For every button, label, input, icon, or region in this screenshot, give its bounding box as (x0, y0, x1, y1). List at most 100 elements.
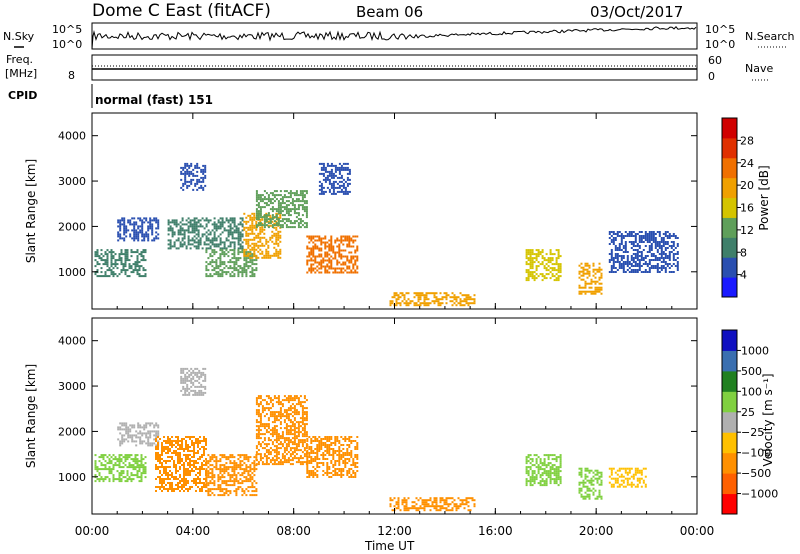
data-cell (112, 466, 115, 469)
data-cell (217, 275, 220, 278)
data-cell (173, 476, 175, 478)
data-cell (451, 292, 454, 295)
data-cell (108, 480, 111, 483)
data-cell (549, 277, 552, 280)
data-cell (142, 470, 145, 473)
data-cell (535, 462, 538, 465)
data-cell (112, 251, 115, 254)
data-cell (350, 440, 353, 442)
data-cell (217, 245, 220, 248)
data-cell (334, 462, 337, 464)
data-cell (590, 292, 593, 295)
data-cell (229, 225, 232, 228)
data-cell (142, 269, 145, 272)
data-cell (279, 415, 282, 418)
data-cell (191, 470, 193, 472)
data-cell (189, 450, 191, 452)
data-cell (177, 237, 180, 240)
data-cell (231, 271, 234, 274)
data-cell (664, 257, 667, 259)
data-cell (173, 466, 175, 468)
data-cell (395, 503, 398, 506)
freq-tick: 8 (68, 69, 75, 82)
data-cell (401, 503, 404, 506)
data-cell (344, 440, 347, 442)
data-cell (334, 436, 337, 438)
data-cell (128, 464, 131, 467)
data-cell (622, 257, 625, 259)
data-cell (100, 267, 103, 270)
data-cell (253, 226, 256, 229)
data-cell (356, 456, 359, 458)
data-cell (173, 219, 176, 222)
data-cell (525, 271, 528, 274)
data-cell (553, 279, 556, 282)
data-cell (293, 226, 296, 229)
data-cell (122, 263, 125, 266)
data-cell (395, 300, 398, 303)
data-cell (471, 499, 474, 502)
data-cell (207, 229, 210, 232)
data-cell (338, 271, 341, 274)
data-cell (346, 166, 349, 169)
data-cell (187, 490, 189, 492)
data-cell (229, 219, 232, 222)
data-cell (157, 227, 160, 230)
data-cell (275, 445, 278, 448)
data-cell (634, 249, 637, 251)
data-cell (320, 444, 323, 446)
data-cell (184, 379, 187, 382)
data-cell (342, 235, 345, 238)
data-cell (199, 488, 201, 490)
data-cell (340, 241, 343, 244)
data-cell (439, 497, 442, 500)
data-cell (614, 233, 617, 235)
data-cell (151, 239, 154, 242)
data-cell (110, 249, 113, 252)
data-cell (195, 438, 197, 440)
data-cell (279, 417, 282, 420)
data-cell (598, 262, 601, 265)
data-cell (171, 490, 173, 492)
data-cell (179, 486, 181, 488)
data-cell (338, 458, 341, 460)
data-cell (330, 247, 333, 250)
data-cell (338, 474, 341, 476)
data-cell (281, 214, 284, 217)
data-cell (293, 204, 296, 207)
data-cell (662, 233, 665, 235)
data-cell (127, 229, 130, 232)
data-cell (332, 188, 335, 191)
data-cell (541, 468, 544, 471)
data-cell (123, 233, 126, 236)
data-cell (630, 247, 633, 249)
data-cell (461, 499, 464, 502)
data-cell (245, 254, 248, 257)
data-cell (149, 227, 152, 230)
data-cell (233, 462, 236, 465)
data-cell (297, 224, 300, 227)
data-cell (356, 249, 359, 252)
data-cell (297, 459, 300, 462)
data-cell (551, 273, 554, 276)
data-cell (299, 461, 302, 464)
data-cell (318, 192, 321, 195)
data-cell (356, 442, 359, 444)
data-cell (135, 430, 138, 433)
data-cell (277, 224, 280, 227)
data-cell (199, 468, 201, 470)
data-cell (622, 251, 625, 253)
data-cell (582, 274, 585, 277)
data-cell (223, 261, 226, 264)
data-cell (129, 235, 132, 238)
data-cell (155, 490, 157, 492)
data-cell (207, 275, 210, 278)
data-cell (638, 267, 641, 269)
data-cell (352, 257, 355, 260)
data-cell (590, 286, 593, 289)
data-cell (181, 233, 184, 236)
data-cell (112, 476, 115, 479)
data-cell (223, 221, 226, 224)
data-cell (334, 438, 337, 440)
data-cell (344, 162, 347, 165)
